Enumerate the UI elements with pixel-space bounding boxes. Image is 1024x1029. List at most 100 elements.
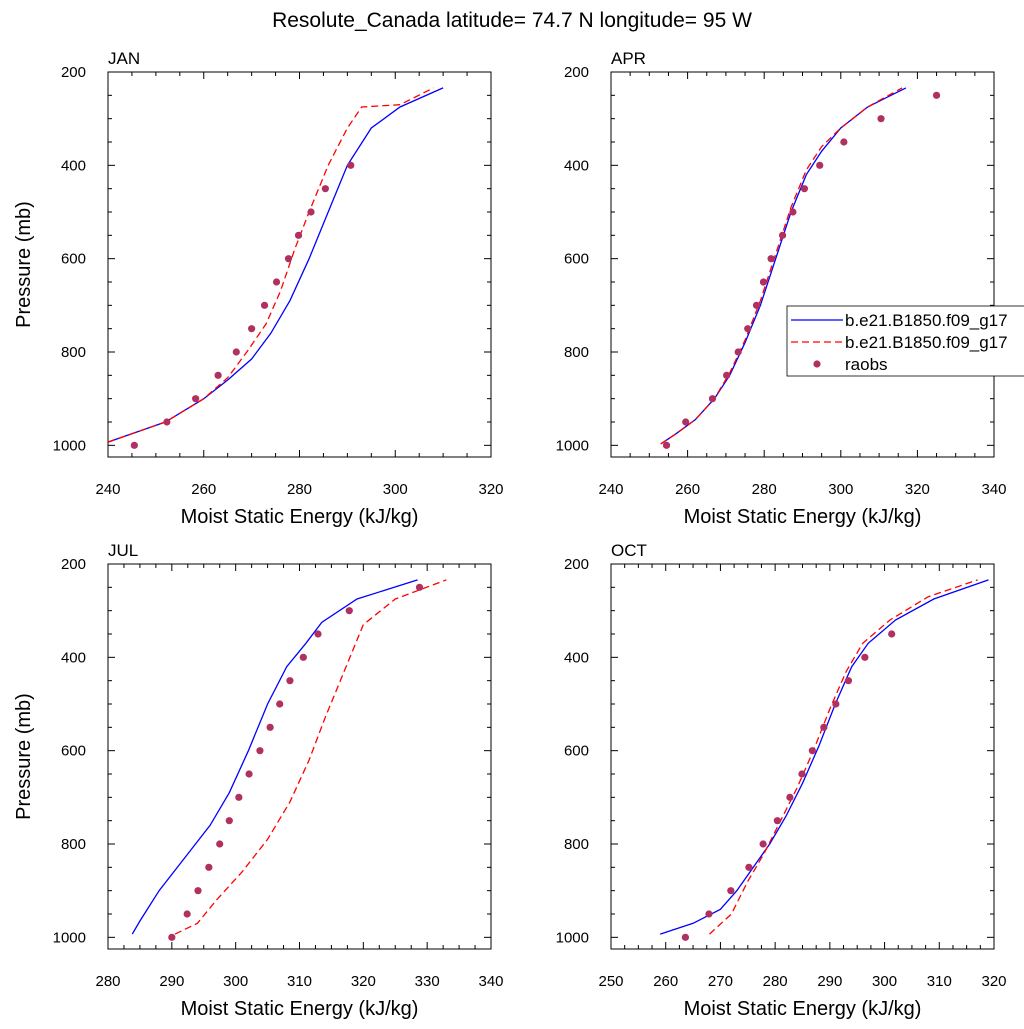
x-tick-label: 310 (287, 973, 312, 990)
raobs-point (248, 325, 256, 333)
raobs-point (163, 418, 171, 426)
x-tick-label: 260 (653, 973, 678, 990)
raobs-point (216, 840, 224, 848)
raobs-point (759, 278, 768, 286)
raobs-point (798, 770, 806, 778)
raobs-point (299, 653, 307, 661)
raobs-point (778, 231, 787, 239)
raobs-point (286, 677, 294, 685)
raobs-point (205, 863, 213, 871)
raobs-point (734, 348, 742, 356)
y-tick-label: 600 (564, 743, 589, 760)
x-tick-label: 320 (351, 973, 376, 990)
raobs-point (861, 653, 869, 661)
y-tick-label: 800 (61, 344, 86, 361)
x-axis-label: Moist Static Energy (kJ/kg) (684, 506, 922, 528)
plot-frame (610, 563, 995, 950)
series-group (131, 579, 447, 941)
legend-box (786, 305, 1024, 377)
raobs-point (168, 933, 176, 941)
x-tick-label: 310 (927, 973, 952, 990)
raobs-point (183, 910, 191, 918)
x-tick-label: 260 (191, 481, 216, 498)
x-axis-label: Moist Static Energy (kJ/kg) (181, 998, 419, 1020)
raobs-point (245, 770, 253, 778)
raobs-point (294, 231, 303, 239)
plot-frame (107, 71, 492, 458)
x-tick-label: 300 (383, 481, 408, 498)
raobs-point (235, 793, 243, 801)
raobs-point (705, 910, 713, 918)
panel-label: JAN (108, 49, 140, 68)
y-tick-label: 200 (564, 556, 589, 573)
raobs-point (820, 723, 828, 731)
x-tick-label: 280 (95, 973, 120, 990)
legend-marker (813, 360, 821, 368)
panel-jan: JAN 240 260 280 300 320 200 400 600 800 1000 Moist … (13, 49, 504, 528)
y-tick-label: 600 (564, 251, 589, 268)
raobs-point (789, 208, 797, 216)
x-tick-label: 260 (675, 481, 700, 498)
panel-apr: APR 240 260 280 300 320 340 200 400 600 800 1000 Moi… (556, 49, 1007, 528)
raobs-point (345, 607, 353, 615)
y-tick-label: 400 (61, 157, 86, 174)
model-dashed-line (660, 87, 903, 445)
series-group (659, 579, 989, 941)
x-tick-label: 290 (817, 973, 842, 990)
y-axis-label: Pressure (mb) (13, 693, 35, 820)
x-tick-label: 280 (287, 481, 312, 498)
raobs-point (767, 255, 775, 263)
raobs-point (844, 677, 853, 685)
x-axis-label: Moist Static Energy (kJ/kg) (684, 998, 922, 1020)
legend-label: raobs (845, 355, 888, 374)
plot-frame (107, 563, 492, 950)
y-tick-label: 400 (564, 157, 589, 174)
raobs-point (232, 348, 240, 356)
x-tick-label: 330 (415, 973, 440, 990)
raobs-point (214, 371, 222, 379)
x-tick-label: 270 (708, 973, 733, 990)
raobs-point (321, 185, 329, 193)
raobs-point (888, 630, 896, 638)
raobs-point (723, 371, 731, 379)
raobs-point (225, 817, 233, 825)
y-tick-label: 1000 (556, 437, 589, 454)
panel-label: APR (611, 49, 646, 68)
y-tick-label: 200 (61, 64, 86, 81)
legend-label: b.e21.B1850.f09_g17 (845, 333, 1008, 352)
y-tick-label: 800 (564, 344, 589, 361)
y-tick-label: 1000 (53, 929, 86, 946)
y-tick-label: 1000 (53, 437, 86, 454)
raobs-point (415, 583, 424, 591)
panel-label: JUL (108, 541, 138, 560)
model-solid-line (660, 87, 907, 445)
x-tick-label: 340 (478, 973, 503, 990)
model-solid-line (108, 87, 444, 443)
raobs-point (256, 747, 264, 755)
raobs-point (260, 301, 269, 309)
model-solid-line (659, 579, 989, 935)
y-tick-label: 800 (564, 836, 589, 853)
x-tick-label: 340 (981, 481, 1006, 498)
x-tick-label: 320 (905, 481, 930, 498)
x-tick-label: 300 (828, 481, 853, 498)
raobs-point (192, 395, 200, 403)
x-tick-label: 240 (95, 481, 120, 498)
raobs-point (272, 278, 281, 286)
raobs-point (266, 723, 274, 731)
raobs-point (284, 255, 293, 263)
raobs-point (877, 115, 885, 123)
raobs-point (347, 161, 355, 169)
raobs-point (808, 747, 816, 755)
raobs-point (932, 91, 941, 99)
model-dashed-line (174, 579, 447, 935)
x-tick-label: 300 (872, 973, 897, 990)
y-tick-label: 200 (564, 64, 589, 81)
raobs-point (307, 208, 315, 216)
raobs-point (744, 325, 752, 333)
x-tick-label: 290 (159, 973, 184, 990)
model-dashed-line (709, 579, 978, 935)
x-tick-label: 240 (598, 481, 623, 498)
x-tick-label: 320 (478, 481, 503, 498)
